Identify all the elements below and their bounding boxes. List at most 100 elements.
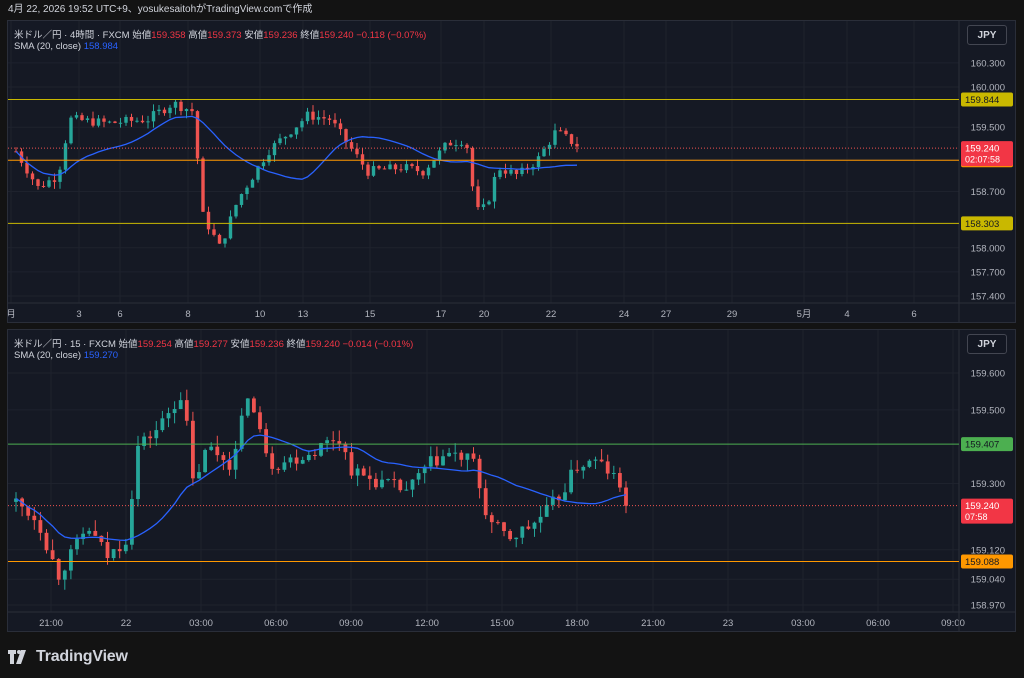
time-tick-label: 15 — [365, 309, 376, 320]
candle-body — [410, 164, 414, 167]
open-label: 始値 — [132, 30, 152, 41]
price-tick-label: 160.000 — [971, 83, 1005, 94]
candle-body — [234, 204, 238, 217]
chart-panel-4h[interactable]: 米ドル／円 · 4時間 · FXCM 始値159.358 高値159.373 安… — [7, 20, 1016, 323]
candle-body — [471, 453, 476, 459]
current-price-bg — [961, 141, 1013, 167]
candle-body — [191, 420, 195, 479]
high-value: 159.373 — [207, 30, 242, 41]
time-tick-label: 10 — [255, 309, 266, 320]
candle-body — [162, 109, 167, 114]
candle-body — [483, 488, 488, 516]
chart-canvas-15m[interactable]: 159.600 159.500 159.300 159.120 159.040 158.9… — [8, 330, 1016, 632]
candle-body — [288, 457, 293, 463]
currency-button[interactable]: JPY — [967, 25, 1007, 45]
candle-body — [333, 119, 337, 124]
bar-countdown-label: 02:07:58 — [965, 155, 1000, 165]
candle-body — [349, 142, 354, 149]
close-label: 終値 — [300, 30, 320, 41]
candle-body — [44, 532, 49, 551]
candle-body — [56, 559, 61, 580]
candle-body — [75, 539, 79, 550]
candle-body — [371, 166, 376, 176]
time-tick-label: 22 — [121, 618, 132, 629]
candle-body — [416, 473, 421, 480]
sma-value: 159.270 — [83, 350, 119, 361]
price-tick-label: 157.700 — [971, 267, 1005, 278]
candle-body — [63, 143, 68, 170]
candle-body — [172, 409, 177, 414]
candle-body — [487, 201, 491, 205]
candle-body — [380, 479, 384, 488]
tradingview-footer[interactable]: TradingView — [8, 645, 128, 669]
level-label: 159.407 — [965, 440, 999, 451]
candle-body — [432, 160, 436, 168]
candle-body — [113, 121, 117, 123]
candle-body — [129, 116, 134, 121]
level-label-bg — [961, 437, 1013, 452]
legend-symbol: 米ドル／円 · 4時間 · FXCM — [14, 30, 130, 41]
chart-canvas-4h[interactable]: 160.300160.000159.500159.100158.700158.3… — [8, 21, 1016, 323]
candle-body — [311, 111, 315, 120]
candle-body — [201, 158, 205, 212]
low-value: 159.236 — [249, 339, 284, 350]
candle-body — [14, 498, 18, 502]
candle-body — [437, 150, 442, 161]
candle-body — [209, 446, 214, 450]
level-label-bg — [961, 216, 1013, 231]
price-tick-label: 159.600 — [971, 369, 1005, 380]
legend-4h: 米ドル／円 · 4時間 · FXCM 始値159.358 高値159.373 安… — [14, 27, 426, 41]
time-tick-label: 21:00 — [39, 618, 63, 629]
candle-body — [195, 111, 200, 159]
level-label: 159.844 — [965, 95, 999, 106]
time-tick-label: 月 — [8, 309, 16, 320]
candle-body — [289, 134, 293, 137]
time-tick-label: 06:00 — [866, 618, 890, 629]
candle-body — [166, 413, 171, 419]
candle-body — [154, 430, 159, 439]
candle-body — [392, 479, 397, 481]
currency-button[interactable]: JPY — [967, 334, 1007, 354]
candle-body — [349, 452, 354, 476]
candle-body — [146, 121, 150, 123]
price-tick-label: 159.500 — [971, 405, 1005, 416]
candle-body — [325, 440, 329, 444]
candle-body — [393, 164, 398, 170]
low-value: 159.236 — [263, 30, 298, 41]
candle-body — [124, 116, 128, 123]
chart-panel-15m[interactable]: 米ドル／円 · 15 · FXCM 始値159.254 高値159.277 安値… — [7, 329, 1016, 632]
candle-body — [69, 549, 73, 571]
candle-body — [558, 130, 563, 132]
level-label-bg — [961, 92, 1013, 107]
candle-body — [470, 147, 475, 187]
time-tick-label: 23 — [723, 618, 734, 629]
time-tick-label: 29 — [727, 309, 738, 320]
candle-body — [136, 445, 140, 500]
candle-body — [140, 120, 145, 123]
candle-body — [91, 118, 95, 126]
candle-body — [514, 169, 519, 174]
candle-body — [135, 120, 139, 122]
candle-body — [184, 109, 189, 112]
time-tick-label: 24 — [619, 309, 630, 320]
candle-body — [569, 134, 574, 144]
candle-body — [217, 234, 222, 244]
candle-body — [267, 155, 271, 163]
price-tick-label: 160.300 — [971, 58, 1005, 69]
candle-body — [96, 118, 101, 126]
candle-body — [388, 164, 392, 170]
sma-value: 158.984 — [83, 41, 119, 52]
candle-body — [47, 180, 51, 187]
high-label: 高値 — [188, 30, 208, 41]
candle-body — [300, 460, 305, 464]
candle-body — [343, 443, 348, 453]
candle-body — [223, 238, 227, 244]
tradingview-logo-icon — [8, 650, 26, 664]
candle-body — [283, 136, 288, 139]
candle-body — [206, 211, 211, 230]
time-tick-label: 18:00 — [565, 618, 589, 629]
candle-body — [459, 144, 464, 146]
candle-body — [30, 173, 35, 180]
candle-body — [443, 142, 447, 151]
candle-body — [498, 170, 502, 177]
